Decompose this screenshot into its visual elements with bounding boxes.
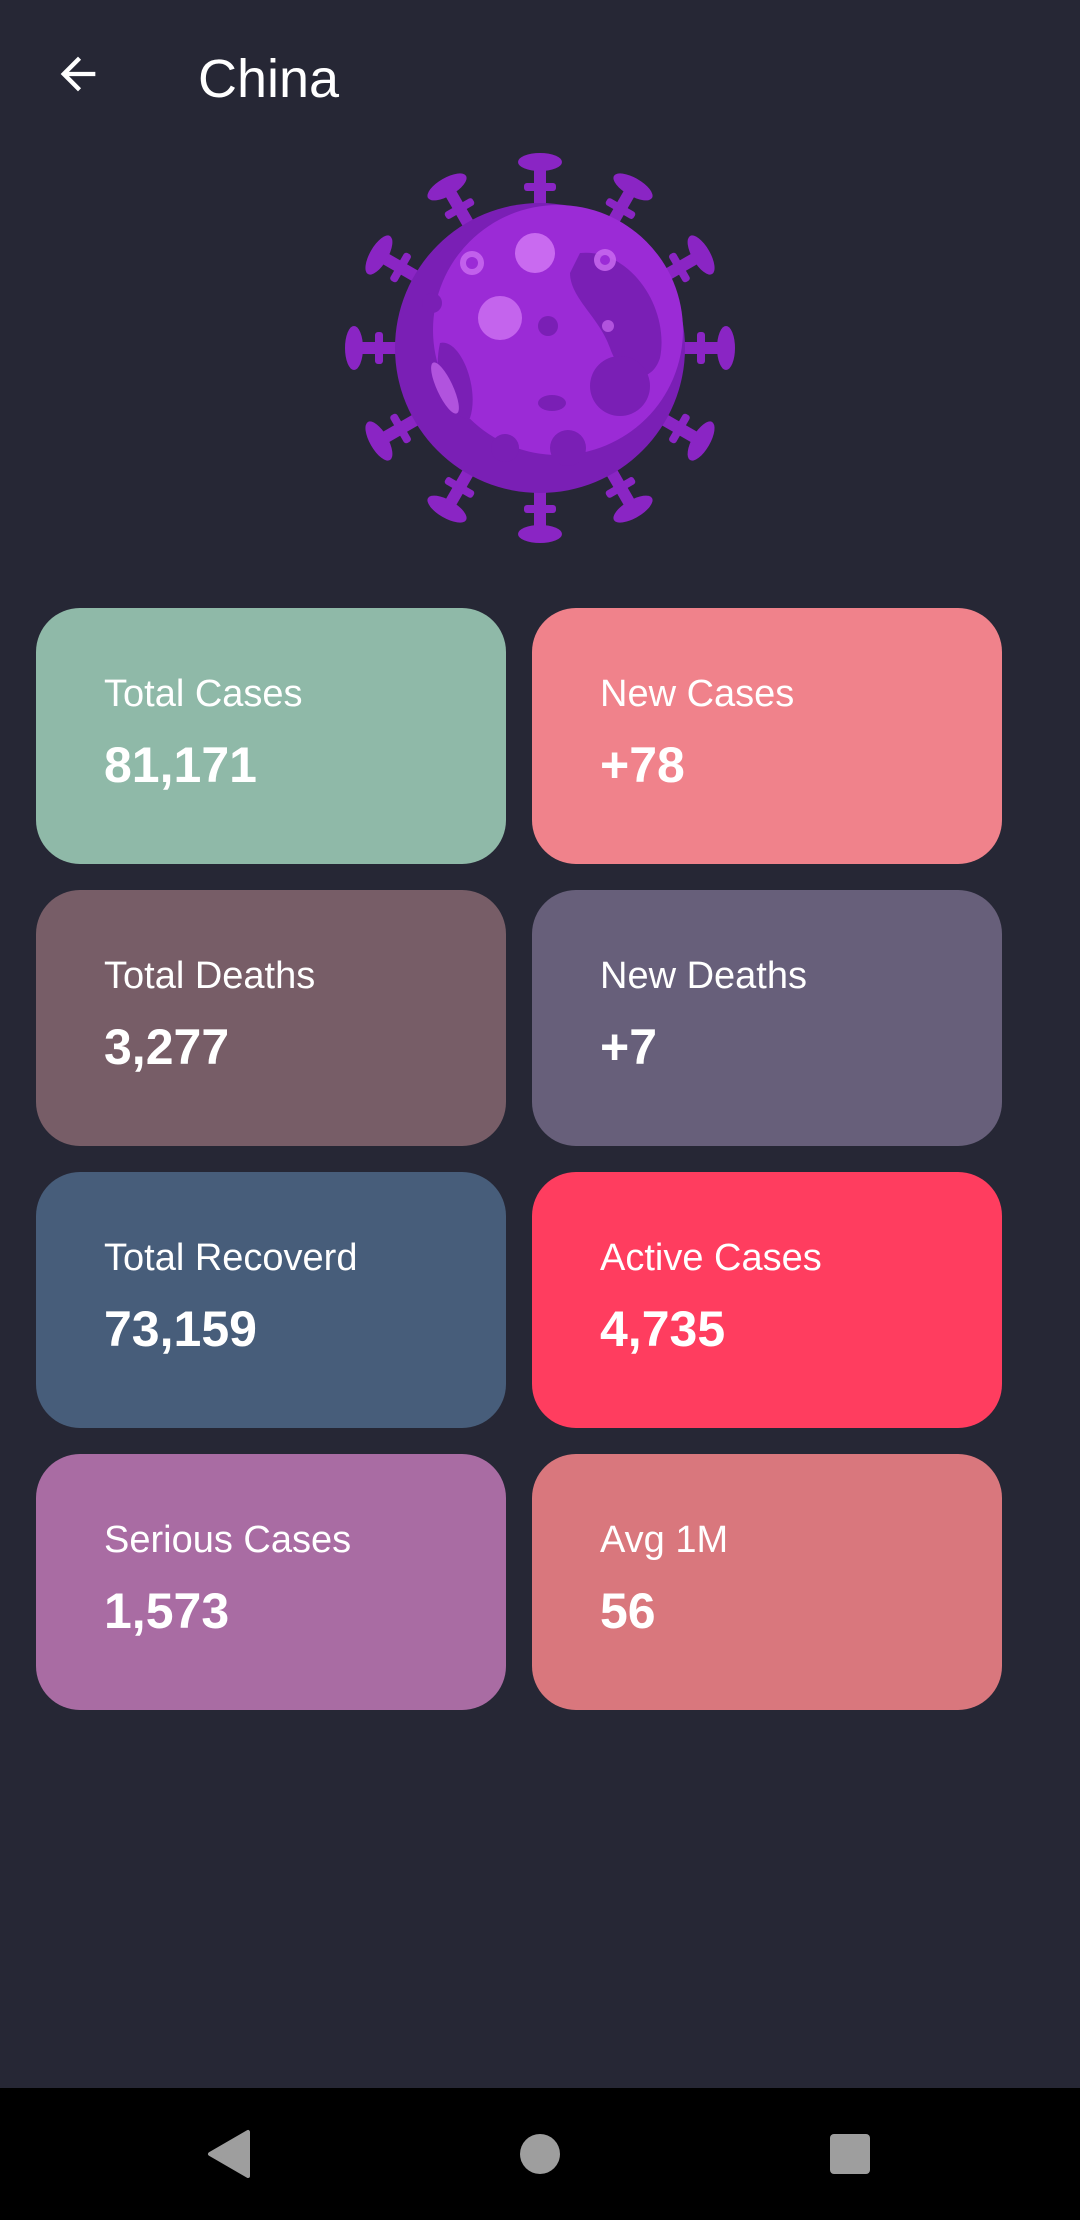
stat-value: 81,171 <box>104 737 257 793</box>
stat-card-total-recovered[interactable]: Total Recoverd 73,159 <box>36 1172 506 1428</box>
nav-back-triangle-icon <box>208 2130 250 2178</box>
stat-card-new-deaths[interactable]: New Deaths +7 <box>532 890 1002 1146</box>
stat-value: 73,159 <box>104 1301 257 1357</box>
stat-label: New Cases <box>600 673 795 715</box>
nav-home-button[interactable] <box>500 2114 580 2194</box>
virus-icon <box>345 153 735 543</box>
stat-card-new-cases[interactable]: New Cases +78 <box>532 608 1002 864</box>
nav-recents-square-icon <box>830 2134 870 2174</box>
nav-recents-button[interactable] <box>810 2114 890 2194</box>
page-title: China <box>198 49 340 109</box>
stat-card-active-cases[interactable]: Active Cases 4,735 <box>532 1172 1002 1428</box>
stat-value: 1,573 <box>104 1583 230 1639</box>
stat-value: 56 <box>600 1583 656 1639</box>
stat-value: +7 <box>600 1019 658 1075</box>
stat-card-total-cases[interactable]: Total Cases 81,171 <box>36 608 506 864</box>
stat-label: Serious Cases <box>104 1519 352 1561</box>
stat-value: 4,735 <box>600 1301 726 1357</box>
stat-label: Avg 1M <box>600 1519 729 1561</box>
nav-home-circle-icon <box>520 2134 560 2174</box>
stats-grid: Total Cases 81,171 New Cases +78 Total D… <box>36 608 1004 1710</box>
stat-value: +78 <box>600 737 685 793</box>
system-navigation-bar <box>0 2088 1080 2220</box>
stat-value: 3,277 <box>104 1019 230 1075</box>
stat-card-avg-1m[interactable]: Avg 1M 56 <box>532 1454 1002 1710</box>
stat-card-total-deaths[interactable]: Total Deaths 3,277 <box>36 890 506 1146</box>
app-bar: China <box>0 0 1080 156</box>
stat-label: Total Cases <box>104 673 303 715</box>
stat-label: New Deaths <box>600 955 807 997</box>
nav-back-button[interactable] <box>188 2114 268 2194</box>
stat-label: Total Deaths <box>104 955 316 997</box>
back-button[interactable] <box>40 36 116 112</box>
arrow-left-icon <box>60 56 96 92</box>
stat-card-serious-cases[interactable]: Serious Cases 1,573 <box>36 1454 506 1710</box>
stat-label: Total Recoverd <box>104 1237 358 1279</box>
stat-label: Active Cases <box>600 1237 822 1279</box>
